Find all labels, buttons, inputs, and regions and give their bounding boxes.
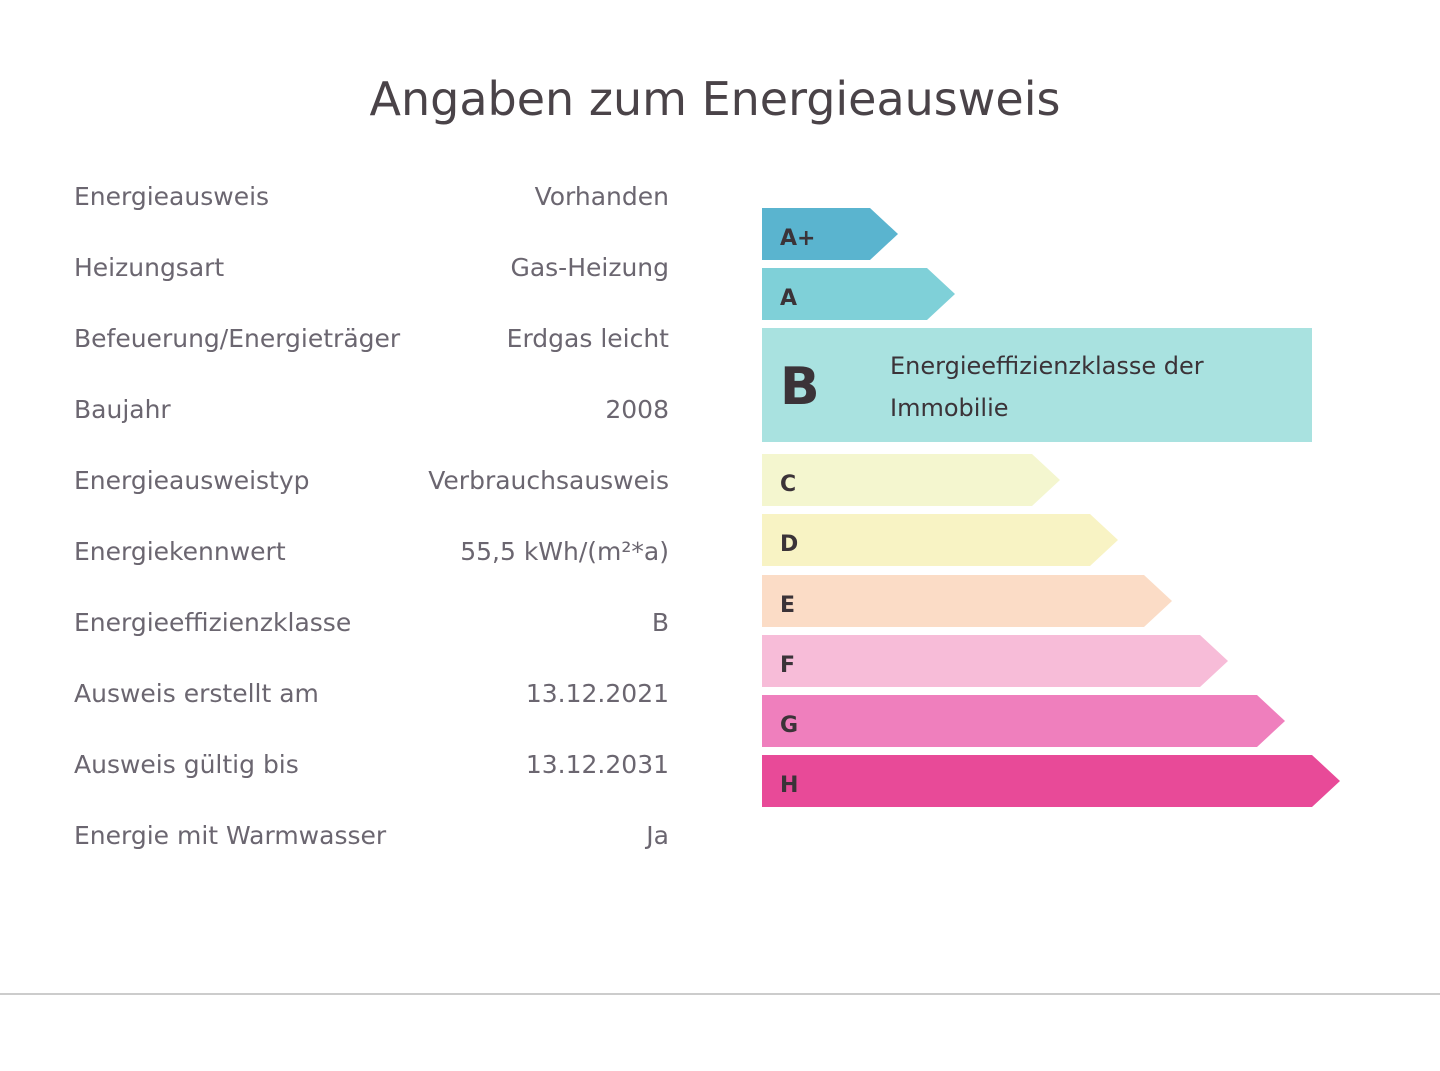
class-label: A [780, 286, 797, 311]
row: Energieeffizienzklasse B [74, 608, 669, 637]
label: Energie mit Warmwasser [74, 821, 387, 850]
label: Energieausweis [74, 182, 270, 211]
row: Befeuerung/Energieträger Erdgas leicht [74, 324, 669, 353]
class-label: C [780, 472, 796, 497]
divider [0, 993, 1440, 995]
class-label: D [780, 532, 798, 557]
label: Ausweis gültig bis [74, 750, 299, 779]
row: Energieausweistyp Verbrauchsausweis [74, 466, 669, 495]
class-label: A+ [780, 226, 815, 251]
class-label: E [780, 593, 795, 618]
row: Energie mit Warmwasser Ja [74, 821, 669, 850]
row: Heizungsart Gas-Heizung [74, 253, 669, 282]
label: Ausweis erstellt am [74, 679, 319, 708]
class-bar [762, 514, 1118, 566]
class-label: G [780, 713, 798, 738]
class-bar [762, 328, 1312, 442]
class-bar [762, 575, 1172, 627]
value: Vorhanden [534, 182, 669, 211]
class-bar [762, 635, 1228, 687]
value: 2008 [605, 395, 669, 424]
row: Energieausweis Vorhanden [74, 182, 669, 211]
class-bar [762, 268, 955, 320]
label: Baujahr [74, 395, 171, 424]
value: 13.12.2031 [525, 750, 669, 779]
class-bar [762, 208, 898, 260]
value: 13.12.2021 [525, 679, 669, 708]
title: Angaben zum Energieausweis [369, 72, 1061, 126]
label: Befeuerung/Energieträger [74, 324, 401, 353]
value: 55,5 kWh/(m²*a) [460, 537, 669, 566]
highlight-label: Energieeffizienzklasse der Immobilie [890, 352, 1204, 422]
class-label: H [780, 773, 798, 798]
value: B [651, 608, 669, 637]
class-label: F [780, 653, 795, 678]
class-label: B [780, 357, 820, 417]
row: Energiekennwert 55,5 kWh/(m²*a) [74, 537, 669, 566]
label: Energieeffizienzklasse [74, 608, 352, 637]
value: Erdgas leicht [506, 324, 669, 353]
label: Energieausweistyp [74, 466, 310, 495]
row: Ausweis gültig bis 13.12.2031 [74, 750, 669, 779]
label: Heizungsart [74, 253, 225, 282]
value: Verbrauchsausweis [428, 466, 669, 495]
class-bar [762, 454, 1060, 506]
row: Ausweis erstellt am 13.12.2021 [74, 679, 669, 708]
label: Energiekennwert [74, 537, 286, 566]
class-bar [762, 695, 1285, 747]
value: Gas-Heizung [510, 253, 669, 282]
value: Ja [646, 821, 669, 850]
row: Baujahr 2008 [74, 395, 669, 424]
class-bar [762, 755, 1340, 807]
